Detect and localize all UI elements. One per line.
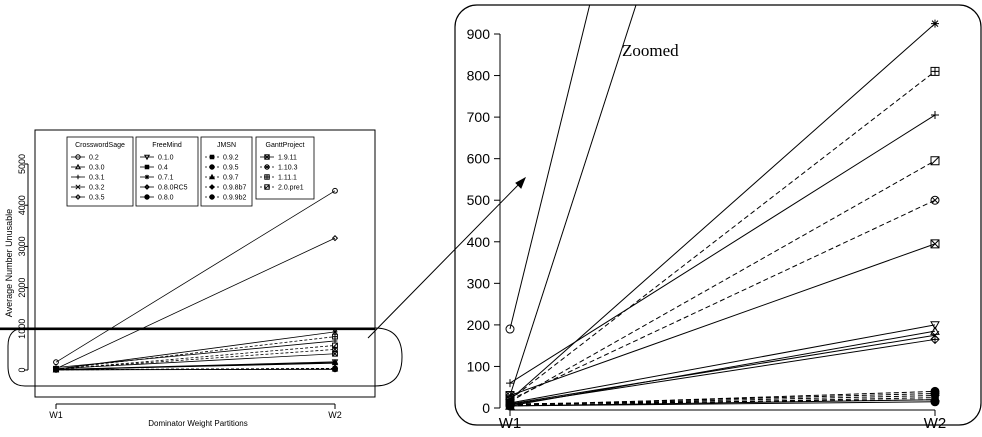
legend-label: 0.9.2 bbox=[223, 155, 239, 162]
series-line bbox=[56, 238, 335, 369]
legend-label: 1.10.3 bbox=[278, 165, 298, 172]
legend-label: 2.0.pre1 bbox=[278, 185, 304, 192]
main-x-axis: W1 W2 bbox=[49, 404, 342, 420]
zoomed-y-tick-label: 900 bbox=[467, 26, 491, 42]
series-line bbox=[56, 191, 335, 362]
legend-label: 1.11.1 bbox=[278, 175, 297, 182]
zoomed-point-ganttproject-2-0-pre1-w2 bbox=[931, 157, 939, 165]
zoomed-y-tick-label: 200 bbox=[467, 317, 491, 333]
zoomed-series-ganttproject-1-11-1 bbox=[506, 67, 939, 403]
zoomed-point-crosswordsage-0-3-1-w2 bbox=[931, 111, 939, 119]
zoomed-title: Zoomed bbox=[622, 41, 679, 60]
zoomed-series-line bbox=[510, 244, 935, 396]
zoomed-series-line bbox=[510, 325, 935, 403]
zoomed-series bbox=[506, 0, 939, 410]
main-x-tick-label: W2 bbox=[328, 410, 342, 420]
zoomed-series-freemind-0-7-1 bbox=[506, 20, 939, 404]
main-y-axis: 010002000300040005000 bbox=[17, 154, 28, 373]
zoomed-y-tick-label: 500 bbox=[467, 192, 491, 208]
zoomed-x-tick-label: W2 bbox=[924, 415, 947, 432]
zoomed-y-tick-label: 100 bbox=[467, 358, 491, 374]
series-crosswordsage-0-2 bbox=[54, 188, 338, 364]
legend-marker bbox=[210, 155, 214, 159]
series-ganttproject-2-0-pre1 bbox=[54, 343, 338, 372]
point-ganttproject-1-11-1-w2 bbox=[333, 334, 338, 339]
legend-marker bbox=[210, 195, 214, 199]
legend-label: 0.3.2 bbox=[89, 185, 105, 192]
legend-label: 0.3.1 bbox=[89, 175, 105, 182]
zoomed-y-tick-label: 0 bbox=[482, 400, 490, 416]
zoomed-y-tick-label: 400 bbox=[467, 234, 491, 250]
zoomed-x-tick-label: W1 bbox=[499, 415, 522, 432]
legend-label: 0.1.0 bbox=[158, 155, 174, 162]
legend-crosswordsage: CrosswordSage 0.2 0.3.0 0.3.1 0.3.2 0.3.5 bbox=[67, 137, 133, 206]
zoomed-point-ganttproject-1-10-3-w2 bbox=[931, 196, 939, 204]
legend-label: 0.9.8b7 bbox=[223, 185, 246, 192]
zoomed-point-ganttproject-1-11-1-w2 bbox=[931, 67, 939, 75]
zoomed-series-line bbox=[510, 71, 935, 399]
main-y-tick-label: 0 bbox=[17, 367, 27, 372]
zoomed-point-freemind-0-8-0rc5-w2 bbox=[931, 335, 939, 343]
series-crosswordsage-0-3-1 bbox=[54, 339, 338, 370]
zoomed-series-line bbox=[510, 0, 935, 329]
legend-title: JMSN bbox=[217, 142, 236, 149]
zoomed-point-freemind-0-7-1-w2 bbox=[931, 20, 939, 28]
main-y-tick-label: 2000 bbox=[17, 278, 27, 298]
legend-label: 0.7.1 bbox=[158, 175, 174, 182]
legend-label: 0.9.7 bbox=[223, 175, 239, 182]
main-y-tick-label: 4000 bbox=[17, 195, 27, 215]
point-freemind-0-7-1-w2 bbox=[333, 329, 338, 334]
legend-label: 0.2 bbox=[89, 155, 99, 162]
legend-ganttproject: GanttProject 1.9.11 1.10.3 1.11.1 2.0.pre1 bbox=[256, 137, 314, 199]
legend-title: FreeMind bbox=[152, 142, 182, 149]
main-x-axis-label: Dominator Weight Partitions bbox=[148, 419, 247, 428]
legend-marker bbox=[145, 195, 149, 199]
legend-label: 0.8.0 bbox=[158, 195, 174, 202]
zoomed-series-line bbox=[510, 24, 935, 400]
zoomed-y-tick-label: 700 bbox=[467, 109, 491, 125]
legend-jmsn: JMSN 0.9.2 0.9.5 0.9.7 0.9.8b7 0.9.9b2 bbox=[201, 137, 252, 206]
legend-label: 0.9.5 bbox=[223, 165, 239, 172]
zoomed-point-ganttproject-1-9-11-w2 bbox=[931, 240, 939, 248]
zoom-region-bubble bbox=[8, 328, 402, 386]
legend-label: 0.8.0RC5 bbox=[158, 185, 188, 192]
legend-label: 0.3.0 bbox=[89, 165, 105, 172]
main-chart: 010002000300040005000 Average Number Unu… bbox=[0, 130, 375, 428]
zoomed-y-tick-label: 600 bbox=[467, 151, 491, 167]
zoomed-series-ganttproject-1-10-3 bbox=[506, 196, 939, 403]
zoomed-point-jmsn-0-9-9b2-w2 bbox=[931, 387, 939, 395]
main-y-tick-label: 3000 bbox=[17, 236, 27, 256]
legend-label: 0.9.9b2 bbox=[223, 195, 246, 202]
zoomed-y-tick-label: 300 bbox=[467, 275, 491, 291]
zoomed-series-jmsn-0-9-7 bbox=[506, 394, 939, 410]
zoomed-series-crosswordsage-0-2 bbox=[506, 0, 935, 333]
legend-marker bbox=[145, 175, 149, 179]
zoom-arrow bbox=[368, 178, 525, 338]
zoomed-series-ganttproject-1-9-11 bbox=[506, 240, 939, 400]
legend-freemind: FreeMind 0.1.0 0.4 0.7.1 0.8.0RC5 0.8.0 bbox=[136, 137, 198, 206]
main-series bbox=[54, 188, 338, 372]
main-x-tick-label: W1 bbox=[49, 410, 63, 420]
legend-marker bbox=[145, 165, 149, 169]
legend: CrosswordSage 0.2 0.3.0 0.3.1 0.3.2 0.3.5 Free… bbox=[67, 137, 314, 206]
main-y-tick-label: 5000 bbox=[17, 154, 27, 174]
legend-label: 0.3.5 bbox=[89, 195, 105, 202]
zoomed-chart: 0 100 200 300 400 500 600 700 800 900 W1 W2 Zoomed bbox=[455, 0, 981, 432]
zoomed-x-axis: W1 W2 bbox=[499, 410, 947, 432]
legend-label: 0.4 bbox=[158, 165, 168, 172]
point-jmsn-0-9-9b2-w2 bbox=[333, 366, 338, 371]
zoomed-series-crosswordsage-0-3-5 bbox=[506, 0, 935, 400]
legend-label: 1.9.11 bbox=[278, 155, 297, 162]
zoomed-series-crosswordsage-0-3-2 bbox=[506, 331, 939, 408]
main-y-axis-label: Average Number Unusable bbox=[4, 209, 14, 317]
legend-marker bbox=[210, 165, 214, 169]
zoomed-y-tick-label: 800 bbox=[467, 68, 491, 84]
legend-title: GanttProject bbox=[266, 142, 305, 149]
legend-title: CrosswordSage bbox=[75, 142, 125, 149]
